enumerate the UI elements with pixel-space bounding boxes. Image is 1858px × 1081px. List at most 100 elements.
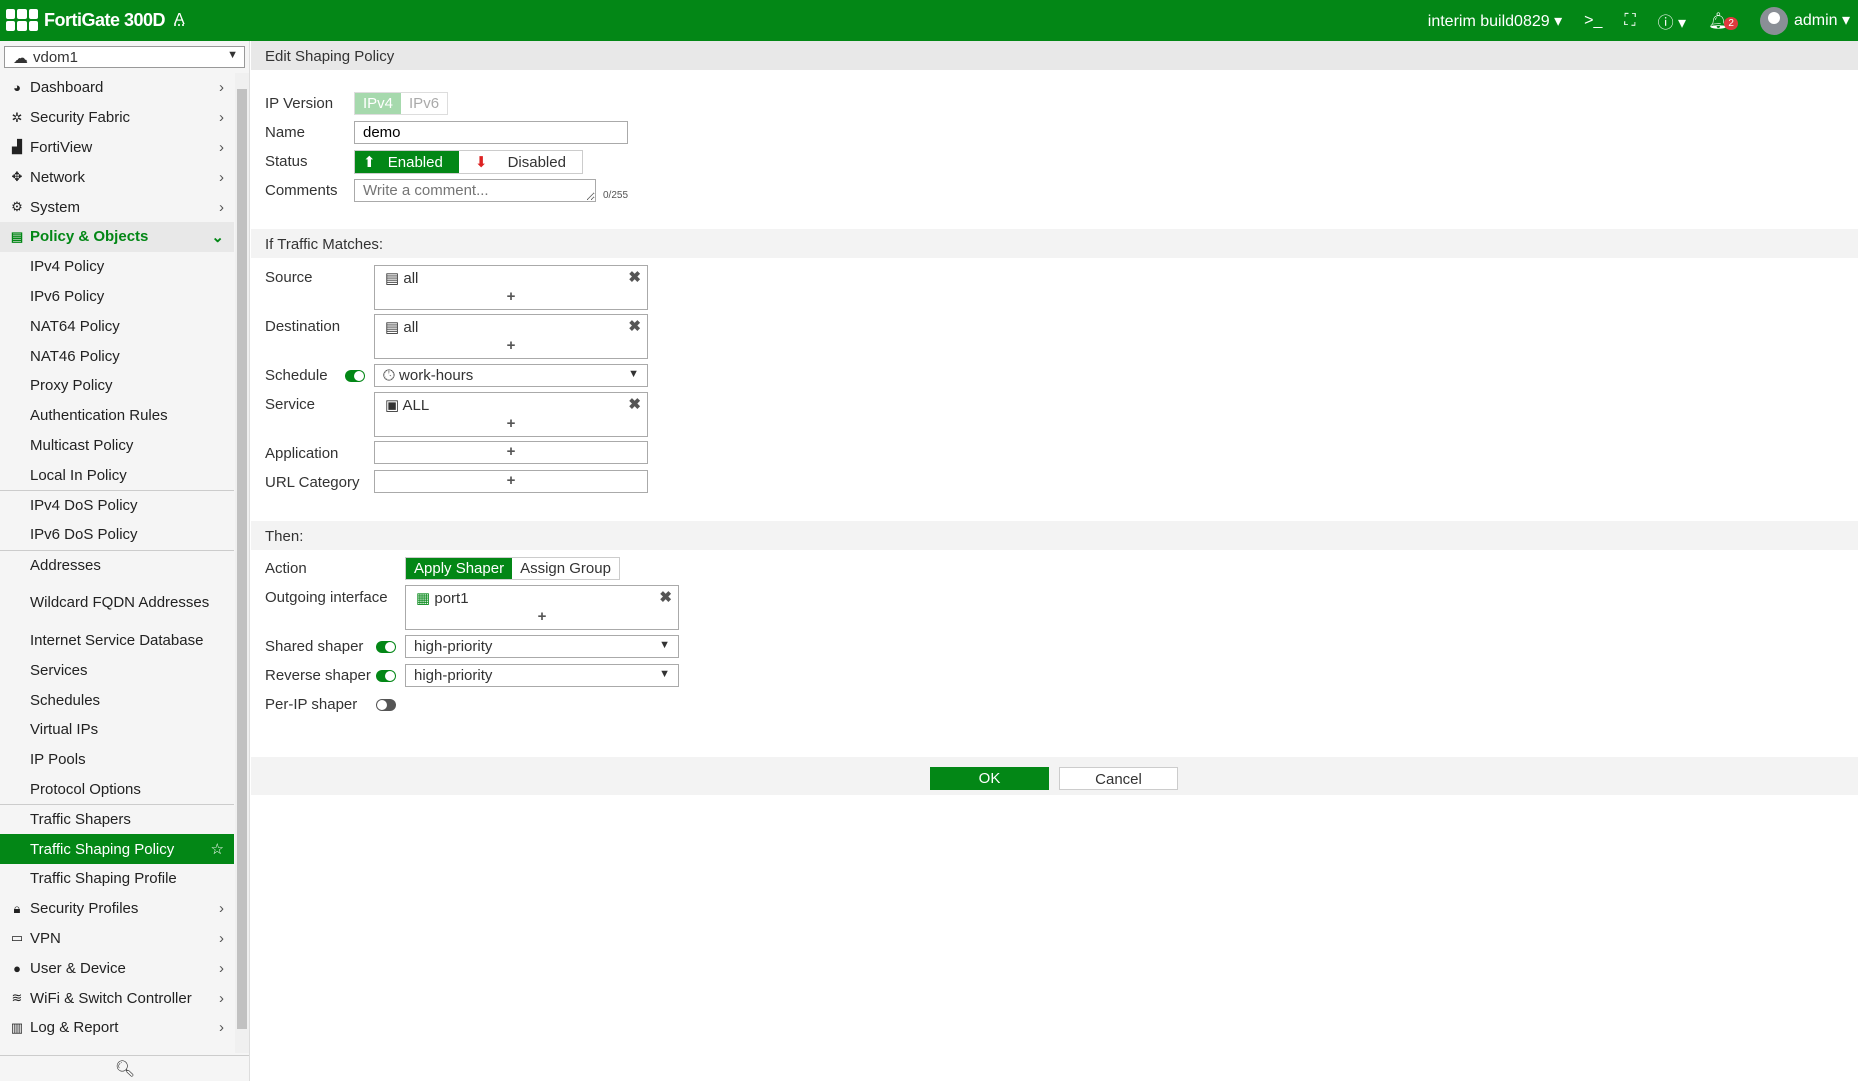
chevron-right-icon[interactable]: › bbox=[219, 198, 224, 216]
add-icon[interactable]: + bbox=[537, 608, 547, 625]
chevron-right-icon[interactable]: › bbox=[219, 959, 224, 977]
assign-group-option[interactable]: Assign Group bbox=[520, 560, 611, 577]
then-section-header: Then: bbox=[251, 521, 1858, 550]
disabled-option[interactable]: ⬇︎ Disabled bbox=[474, 154, 566, 171]
user-menu[interactable]: admin ▾ bbox=[1759, 6, 1850, 35]
sidebar-item-traffic-shaping-profile[interactable]: Traffic Shaping Profile bbox=[0, 864, 234, 894]
service-label: Service bbox=[265, 396, 316, 413]
remove-icon[interactable]: ✖ bbox=[628, 318, 641, 335]
shared-shaper-toggle[interactable] bbox=[376, 641, 396, 653]
sidebar-item-label: VPN bbox=[30, 929, 61, 947]
build-menu[interactable]: interim build0829 ▾ bbox=[1427, 12, 1563, 30]
sidebar-item-internet-service-database[interactable]: Internet Service Database bbox=[0, 626, 234, 656]
sidebar-item-wifi-switch-controller[interactable]: ≋ WiFi & Switch Controller › bbox=[0, 983, 234, 1013]
terminal-icon[interactable]: >_ bbox=[1584, 11, 1603, 29]
sidebar-item-multicast-policy[interactable]: Multicast Policy bbox=[0, 431, 234, 461]
star-icon[interactable]: ☆ bbox=[210, 841, 224, 859]
sidebar-item-protocol-options[interactable]: Protocol Options bbox=[0, 775, 234, 805]
cloud-icon: ☁ bbox=[13, 50, 28, 67]
status-label: Status bbox=[265, 153, 308, 170]
per-ip-shaper-toggle[interactable] bbox=[376, 699, 396, 711]
chevron-right-icon[interactable]: › bbox=[219, 79, 224, 97]
add-icon[interactable]: + bbox=[506, 288, 516, 305]
ipv6-option[interactable]: IPv6 bbox=[409, 95, 440, 112]
sidebar-item-traffic-shaping-policy[interactable]: Traffic Shaping Policy ☆ bbox=[0, 834, 234, 864]
sidebar-item-security-fabric[interactable]: ✲ Security Fabric › bbox=[0, 103, 234, 133]
sidebar-item-fortiview[interactable]: ▟ FortiView › bbox=[0, 133, 234, 163]
reverse-shaper-select[interactable]: high-priority ▼ bbox=[405, 664, 679, 687]
sidebar-scrollbar[interactable] bbox=[235, 73, 249, 1053]
chevron-right-icon[interactable]: › bbox=[219, 109, 224, 127]
apply-shaper-option[interactable]: Apply Shaper bbox=[406, 558, 513, 579]
sidebar-item-traffic-shapers[interactable]: Traffic Shapers bbox=[0, 804, 234, 834]
sidebar-item-nat64-policy[interactable]: NAT64 Policy bbox=[0, 311, 234, 341]
sidebar-item-label: Security Profiles bbox=[30, 900, 139, 918]
ok-button[interactable]: OK bbox=[930, 767, 1049, 790]
reverse-shaper-toggle[interactable] bbox=[376, 670, 396, 682]
notifications-button[interactable]: 🔔︎2 bbox=[1708, 11, 1738, 31]
shared-shaper-select[interactable]: high-priority ▼ bbox=[405, 635, 679, 658]
fullscreen-icon[interactable]: ⛶ bbox=[1624, 11, 1636, 29]
application-field[interactable]: + bbox=[374, 441, 648, 464]
destination-field[interactable]: ▤ all ✖ + bbox=[374, 314, 648, 359]
sidebar-item-ipv4-dos-policy[interactable]: IPv4 DoS Policy bbox=[0, 490, 234, 520]
name-input[interactable] bbox=[354, 121, 628, 144]
chevron-right-icon[interactable]: › bbox=[219, 989, 224, 1007]
sidebar-item-ipv6-dos-policy[interactable]: IPv6 DoS Policy bbox=[0, 520, 234, 550]
cancel-button[interactable]: Cancel bbox=[1059, 767, 1178, 790]
add-icon[interactable]: + bbox=[506, 415, 516, 432]
chevron-right-icon[interactable]: › bbox=[219, 900, 224, 918]
chevron-right-icon[interactable]: › bbox=[219, 929, 224, 947]
chevron-right-icon[interactable]: › bbox=[219, 138, 224, 156]
comments-textarea[interactable] bbox=[354, 179, 596, 202]
sidebar-item-network[interactable]: ✥ Network › bbox=[0, 162, 234, 192]
chart-icon: ▟ bbox=[12, 139, 22, 155]
sidebar-item-security-profiles[interactable]: 🔒︎ Security Profiles › bbox=[0, 894, 234, 924]
sidebar-item-local-in-policy[interactable]: Local In Policy bbox=[0, 460, 234, 490]
sidebar-item-log-report[interactable]: ▥ Log & Report › bbox=[0, 1013, 234, 1043]
sidebar-item-authentication-rules[interactable]: Authentication Rules bbox=[0, 401, 234, 431]
sidebar-item-label: Addresses bbox=[30, 556, 101, 574]
sidebar-item-label: NAT64 Policy bbox=[30, 317, 120, 335]
sidebar-item-user-device[interactable]: ● User & Device › bbox=[0, 953, 234, 983]
sidebar-item-services[interactable]: Services bbox=[0, 655, 234, 685]
sidebar-item-ipv4-policy[interactable]: IPv4 Policy bbox=[0, 252, 234, 282]
remove-icon[interactable]: ✖ bbox=[628, 396, 641, 413]
policy-icon: ▤ bbox=[10, 228, 24, 244]
sidebar-item-dashboard[interactable]: ◕ Dashboard › bbox=[0, 73, 234, 103]
sidebar-item-schedules[interactable]: Schedules bbox=[0, 685, 234, 715]
vdom-select[interactable]: ☁ vdom1 ▼ bbox=[4, 46, 245, 68]
remove-icon[interactable]: ✖ bbox=[659, 589, 672, 606]
chevron-right-icon[interactable]: › bbox=[219, 168, 224, 186]
sidebar-item-wildcard-fqdn-addresses[interactable]: Wildcard FQDN Addresses bbox=[0, 580, 234, 626]
sidebar-item-vpn[interactable]: ▭ VPN › bbox=[0, 924, 234, 954]
chevron-down-icon[interactable]: ⌄ bbox=[211, 228, 224, 246]
schedule-select[interactable]: 🕓︎ work-hours ▼ bbox=[374, 364, 648, 387]
enabled-option[interactable]: ⬆︎ Enabled bbox=[355, 151, 459, 173]
report-icon: ▥ bbox=[10, 1019, 24, 1035]
per-ip-shaper-label: Per-IP shaper bbox=[265, 696, 358, 713]
sidebar-item-label: Proxy Policy bbox=[30, 377, 113, 395]
help-icon[interactable]: ⓘ ▾ bbox=[1657, 14, 1687, 32]
search-icon[interactable]: 🔍︎ bbox=[0, 1055, 249, 1081]
sidebar-item-nat46-policy[interactable]: NAT46 Policy bbox=[0, 341, 234, 371]
url-category-field[interactable]: + bbox=[374, 470, 648, 493]
sidebar-item-proxy-policy[interactable]: Proxy Policy bbox=[0, 371, 234, 401]
chevron-right-icon[interactable]: › bbox=[219, 1019, 224, 1037]
outgoing-interface-field[interactable]: ▦ port1 ✖ + bbox=[405, 585, 679, 630]
remove-icon[interactable]: ✖ bbox=[628, 269, 641, 286]
add-icon[interactable]: + bbox=[506, 337, 516, 354]
sidebar-item-ip-pools[interactable]: IP Pools bbox=[0, 745, 234, 775]
hostname-link[interactable]: A bbox=[174, 11, 185, 28]
schedule-toggle[interactable] bbox=[345, 370, 365, 382]
source-field[interactable]: ▤ all ✖ + bbox=[374, 265, 648, 310]
sidebar-item-label: WiFi & Switch Controller bbox=[30, 989, 192, 1007]
sidebar-item-system[interactable]: ⚙ System › bbox=[0, 192, 234, 222]
service-field[interactable]: ▣ ALL ✖ + bbox=[374, 392, 648, 437]
sidebar-item-label: System bbox=[30, 198, 81, 216]
sidebar-item-virtual-ips[interactable]: Virtual IPs bbox=[0, 715, 234, 745]
sidebar-item-policy-objects[interactable]: ▤ Policy & Objects ⌄ bbox=[0, 221, 234, 252]
sidebar-item-ipv6-policy[interactable]: IPv6 Policy bbox=[0, 282, 234, 312]
ipv4-option[interactable]: IPv4 bbox=[355, 93, 402, 114]
sidebar-item-addresses[interactable]: Addresses bbox=[0, 549, 234, 580]
